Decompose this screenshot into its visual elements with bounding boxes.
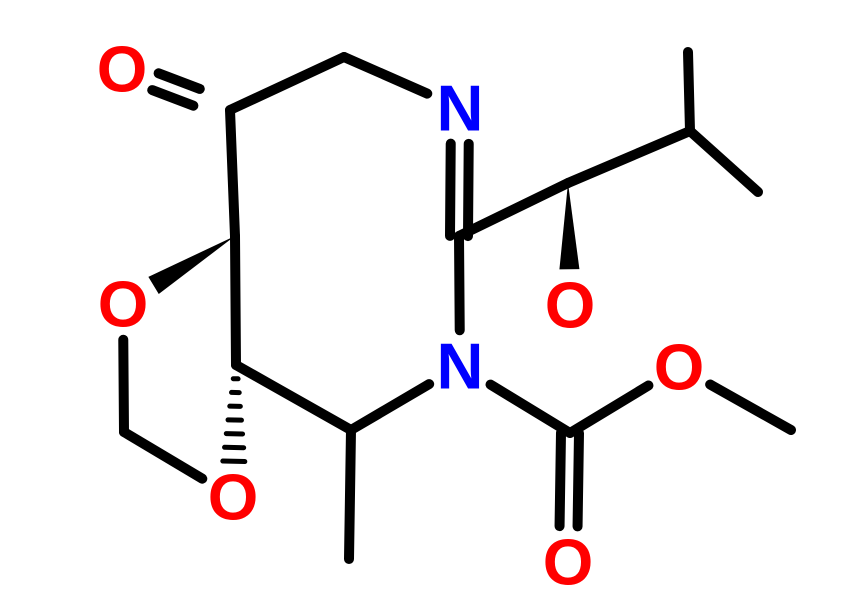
chemical-structure-diagram: ONNOOOOO — [0, 0, 846, 602]
atom-label-o: O — [654, 331, 705, 404]
atom-label-o: O — [98, 268, 149, 341]
atom-label-n: N — [437, 330, 484, 403]
atom-label-o: O — [543, 526, 594, 599]
atom-label-o: O — [545, 269, 596, 342]
atom-label-n: N — [437, 72, 484, 145]
atom-label-o: O — [97, 33, 148, 106]
atom-label-o: O — [208, 461, 259, 534]
